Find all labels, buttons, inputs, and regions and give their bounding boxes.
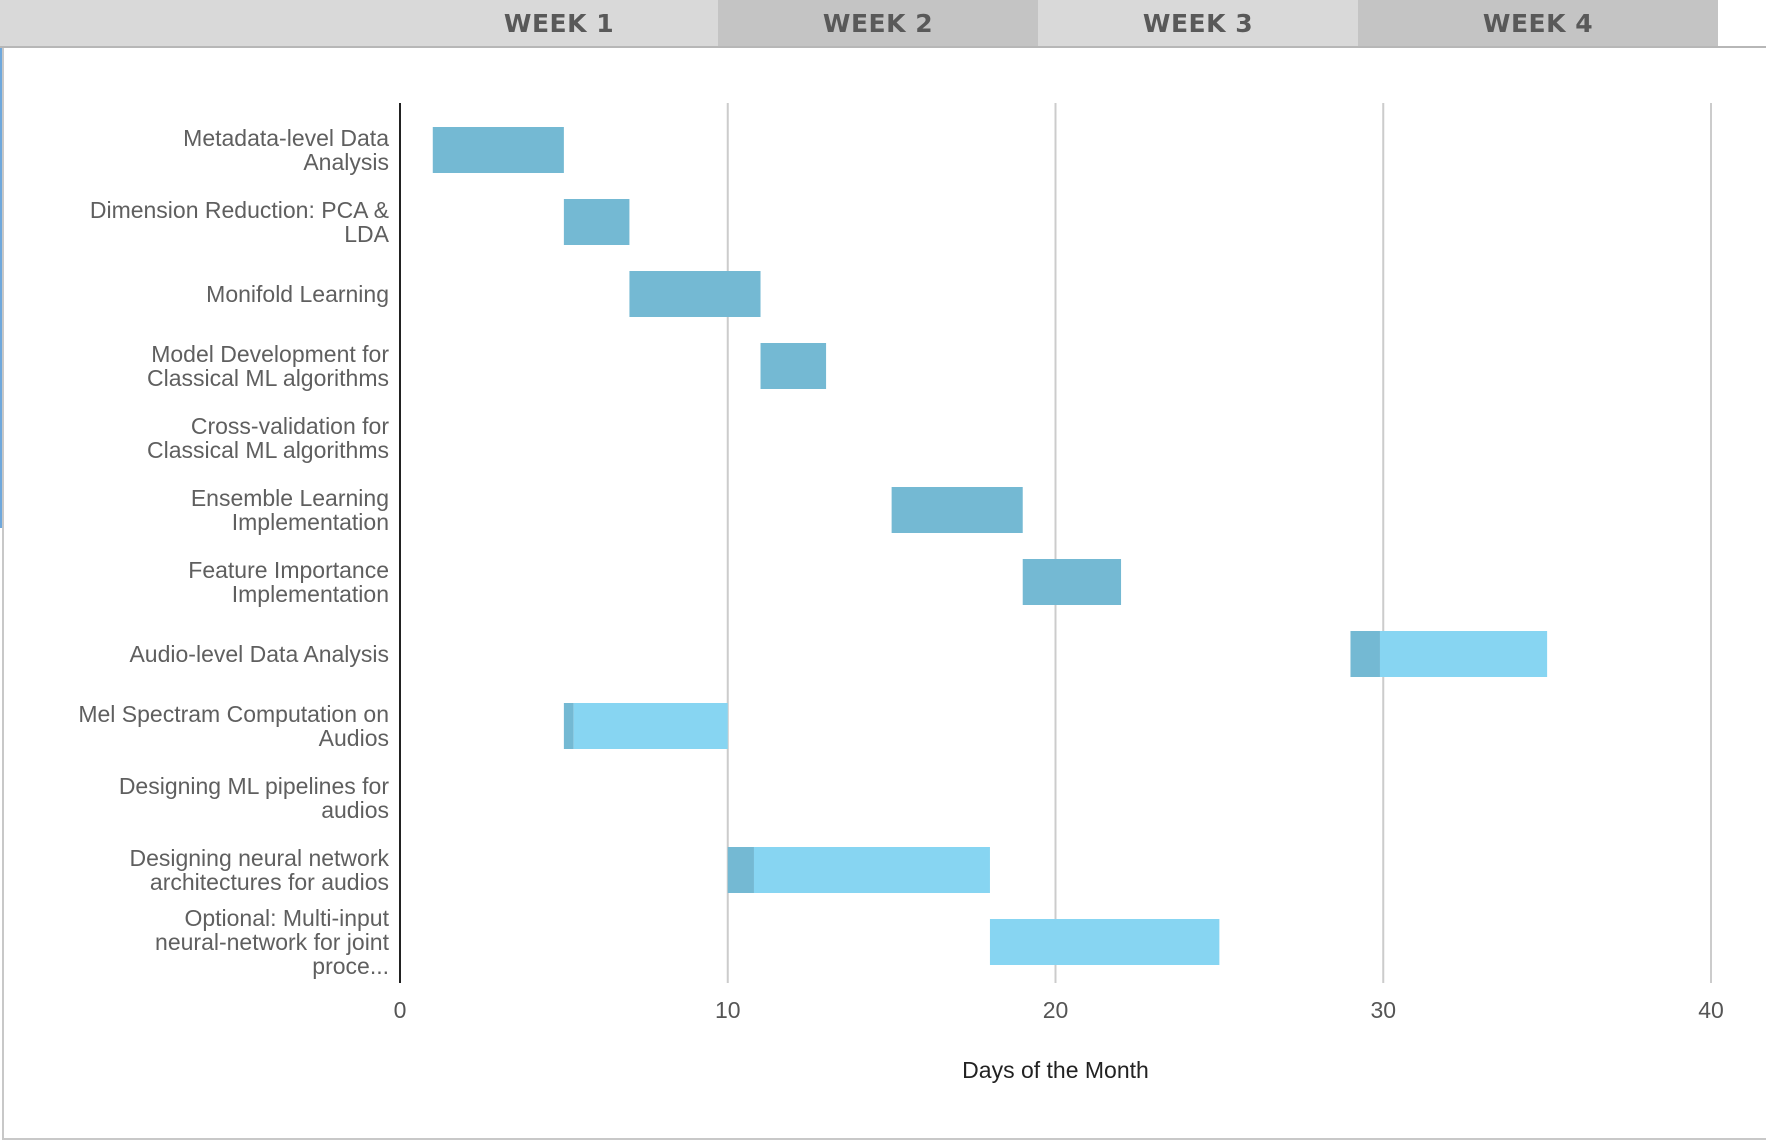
task-bars bbox=[432, 127, 1548, 965]
task-bar-segment bbox=[1350, 631, 1380, 677]
x-tick-label: 30 bbox=[1370, 997, 1396, 1023]
x-tick-label: 20 bbox=[1043, 997, 1069, 1023]
task-label: Feature Importance Implementation bbox=[188, 557, 389, 607]
task-bar-segment bbox=[753, 847, 990, 893]
week-header-2: WEEK 2 bbox=[718, 0, 1038, 46]
task-bar-segment bbox=[573, 703, 728, 749]
task-bar-segment bbox=[1022, 559, 1122, 605]
task-label: Monifold Learning bbox=[206, 281, 389, 307]
task-bar-segment bbox=[989, 919, 1220, 965]
task-bar-segment bbox=[760, 343, 827, 389]
task-bar-segment bbox=[432, 127, 564, 173]
x-axis-title: Days of the Month bbox=[962, 1057, 1149, 1083]
x-tick-label: 40 bbox=[1698, 997, 1724, 1023]
task-bar-segment bbox=[563, 703, 574, 749]
task-label: Audio-level Data Analysis bbox=[129, 641, 389, 667]
header-divider bbox=[0, 46, 1766, 48]
week-header-4: WEEK 4 bbox=[1358, 0, 1718, 46]
task-label: Model Development for Classical ML algori… bbox=[147, 341, 389, 391]
task-bar-segment bbox=[1379, 631, 1548, 677]
task-bar-segment bbox=[727, 847, 754, 893]
task-label: Cross-validation for Classical ML algorit… bbox=[147, 413, 389, 463]
task-label: Designing neural network architectures fo… bbox=[129, 845, 389, 895]
task-bar-segment bbox=[563, 199, 630, 245]
week-header-3: WEEK 3 bbox=[1038, 0, 1358, 46]
chart-frame bbox=[2, 48, 1766, 1140]
x-tick-label: 10 bbox=[715, 997, 741, 1023]
gridlines bbox=[726, 103, 1712, 983]
task-label: Ensemble Learning Implementation bbox=[191, 485, 389, 535]
task-label: Dimension Reduction: PCA & LDA bbox=[90, 197, 390, 247]
task-bar-segment bbox=[629, 271, 761, 317]
task-bar-segment bbox=[891, 487, 1023, 533]
task-label: Mel Spectram Computation on Audios bbox=[78, 701, 389, 751]
task-label: Optional: Multi-input neural-network for … bbox=[155, 905, 390, 979]
task-labels: Metadata-level Data Analysis Dimension Red… bbox=[78, 125, 389, 979]
week-header-1: WEEK 1 bbox=[0, 0, 718, 46]
task-label: Designing ML pipelines for audios bbox=[119, 773, 390, 823]
x-tick-label: 0 bbox=[394, 997, 407, 1023]
week-header: WEEK 1 WEEK 2 WEEK 3 WEEK 4 bbox=[0, 0, 1766, 48]
task-label: Metadata-level Data Analysis bbox=[183, 125, 389, 175]
x-tick-labels: 0 10 20 30 40 bbox=[394, 997, 1724, 1023]
